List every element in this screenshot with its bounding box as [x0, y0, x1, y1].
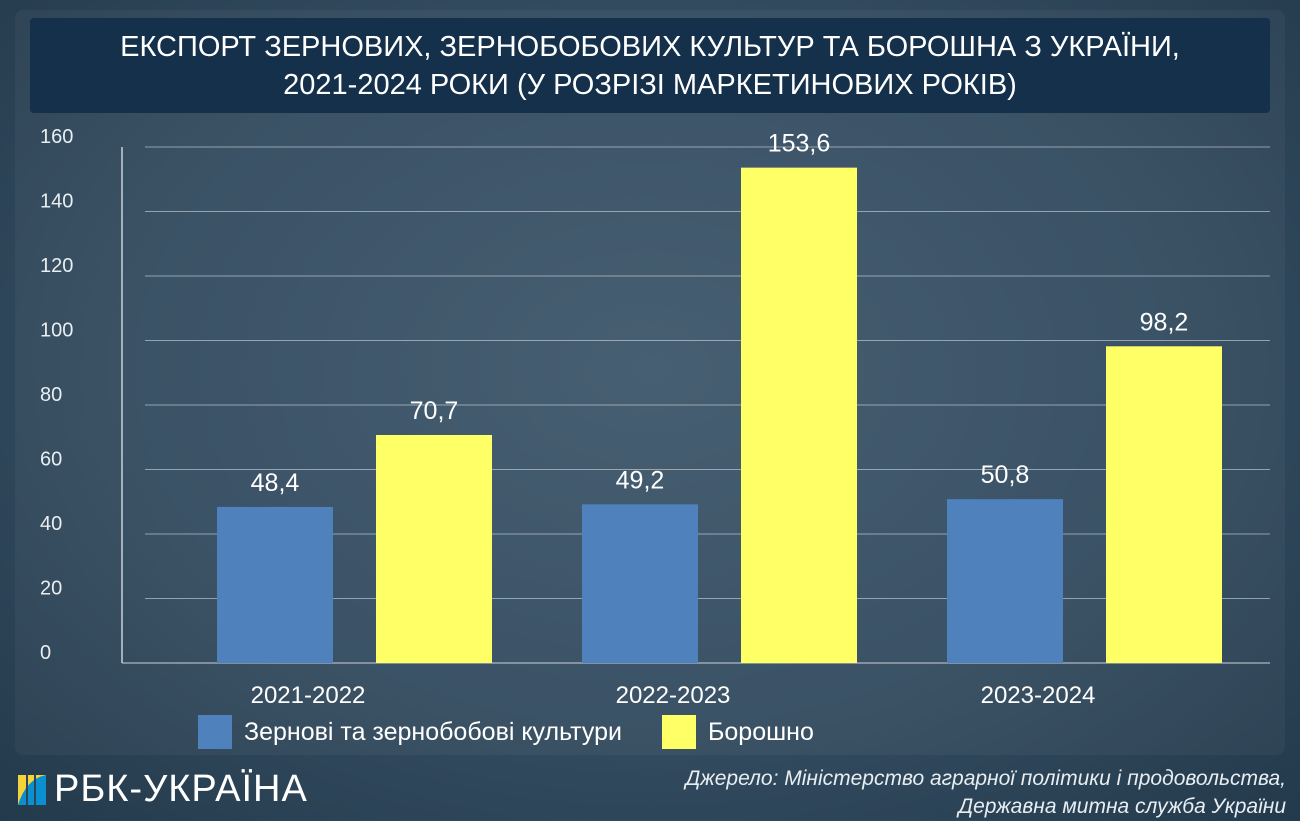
- bar-grain: [582, 504, 698, 663]
- bar-grain: [947, 499, 1063, 663]
- y-tick-label: 40: [40, 513, 62, 535]
- data-label: 70,7: [410, 397, 459, 425]
- bar-flour: [741, 167, 857, 663]
- bar-grain: [217, 506, 333, 663]
- y-tick-label: 100: [40, 320, 73, 342]
- logo: РБК-УКРАЇНА: [18, 768, 308, 811]
- data-label: 48,4: [251, 469, 300, 497]
- legend-label: Зернові та зернобобові культури: [244, 717, 622, 746]
- y-tick-label: 140: [40, 191, 73, 213]
- legend-label: Борошно: [708, 717, 814, 746]
- bar-flour: [376, 434, 492, 663]
- logo-text: РБК-УКРАЇНА: [54, 768, 308, 810]
- data-label: 50,8: [981, 461, 1030, 489]
- legend-item-flour: Борошно: [662, 715, 814, 749]
- legend-item-grain: Зернові та зернобобові культури: [198, 715, 622, 749]
- y-tick-label: 160: [40, 126, 73, 148]
- title-line-1: ЕКСПОРТ ЗЕРНОВИХ, ЗЕРНОБОБОВИХ КУЛЬТУР Т…: [120, 30, 1180, 63]
- data-label: 153,6: [768, 130, 831, 158]
- x-tick-label: 2022-2023: [616, 682, 731, 709]
- y-tick-label: 80: [40, 384, 62, 406]
- data-label: 98,2: [1140, 308, 1189, 336]
- x-tick-label: 2023-2024: [981, 682, 1096, 709]
- y-tick-label: 0: [40, 642, 51, 664]
- bar-flour: [1106, 346, 1222, 663]
- legend: Зернові та зернобобові культури Борошно: [198, 715, 854, 749]
- chart-title: ЕКСПОРТ ЗЕРНОВИХ, ЗЕРНОБОБОВИХ КУЛЬТУР Т…: [30, 18, 1270, 113]
- x-tick-label: 2021-2022: [251, 682, 366, 709]
- source-line-1: Джерело: Міністерство аграрної політики …: [685, 767, 1286, 790]
- legend-swatch-flour: [662, 715, 696, 749]
- y-tick-label: 60: [40, 449, 62, 471]
- title-line-2: 2021-2024 РОКИ (У РОЗРІЗІ МАРКЕТИНОВИХ Р…: [283, 68, 1017, 101]
- legend-swatch-grain: [198, 715, 232, 749]
- source-note: Джерело: Міністерство аграрної політики …: [685, 765, 1286, 821]
- y-tick-label: 20: [40, 578, 62, 600]
- logo-icon: [18, 774, 46, 805]
- source-line-2: Державна митна служба України: [958, 795, 1286, 818]
- y-tick-label: 120: [40, 255, 73, 277]
- data-label: 49,2: [616, 466, 665, 494]
